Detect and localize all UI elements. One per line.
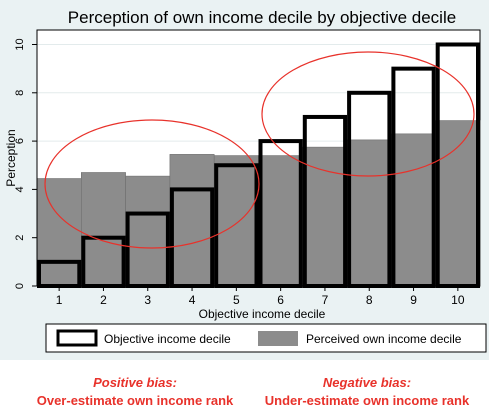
- negative-bias-title: Negative bias:: [322, 375, 412, 390]
- chart-title: Perception of own income decile by objec…: [68, 8, 456, 27]
- y-tick-label: 2: [14, 235, 26, 241]
- perceived-bar: [435, 120, 481, 287]
- perceived-bar: [81, 172, 126, 287]
- perceived-bar: [169, 154, 215, 287]
- negative-bias-ellipse: [261, 51, 475, 177]
- positive-bias-ellipse: [44, 119, 260, 249]
- x-tick-label: 6: [277, 293, 284, 307]
- x-tick-label: 1: [56, 293, 63, 307]
- negative-bias-caption: Negative bias: Under-estimate own income…: [248, 374, 486, 410]
- perceived-bar: [346, 139, 392, 287]
- y-axis-label: Perception: [4, 129, 18, 186]
- positive-bias-description: Over-estimate own income rank: [36, 393, 234, 408]
- x-tick-label: 5: [233, 293, 240, 307]
- x-tick-label: 9: [410, 293, 417, 307]
- y-tick-label: 6: [14, 138, 26, 144]
- negative-bias-description: Under-estimate own income rank: [264, 393, 470, 408]
- x-tick-label: 10: [451, 293, 465, 307]
- perceived-bar: [258, 155, 304, 287]
- positive-bias-caption: Positive bias: Over-estimate own income …: [20, 374, 250, 410]
- y-tick-label: 0: [14, 283, 26, 289]
- positive-bias-title: Positive bias:: [93, 375, 177, 390]
- y-tick-label: 10: [14, 38, 26, 50]
- x-tick-label: 2: [100, 293, 107, 307]
- perceived-bar: [302, 146, 348, 287]
- x-tick-label: 8: [366, 293, 373, 307]
- y-tick-label: 8: [14, 90, 26, 96]
- perceived-bar: [125, 175, 171, 287]
- legend-label-objective: Objective income decile: [104, 332, 231, 346]
- y-tick-label: 4: [14, 186, 26, 192]
- perceived-bar: [213, 155, 259, 287]
- chart-panel: 0 2 4 6 8 10 1 2 3 4 5 6 7 8 9 10 Perception of own inco…: [0, 0, 489, 360]
- perceived-bar: [36, 178, 82, 287]
- legend-label-perceived: Perceived own income decile: [306, 332, 462, 346]
- legend-swatch-objective: [56, 329, 98, 347]
- x-tick-label: 3: [144, 293, 151, 307]
- perceived-bar: [391, 133, 436, 287]
- x-tick-label: 7: [322, 293, 329, 307]
- x-tick-label: 4: [189, 293, 196, 307]
- legend-swatch-perceived: [258, 331, 298, 346]
- x-axis-label: Objective income decile: [199, 307, 326, 321]
